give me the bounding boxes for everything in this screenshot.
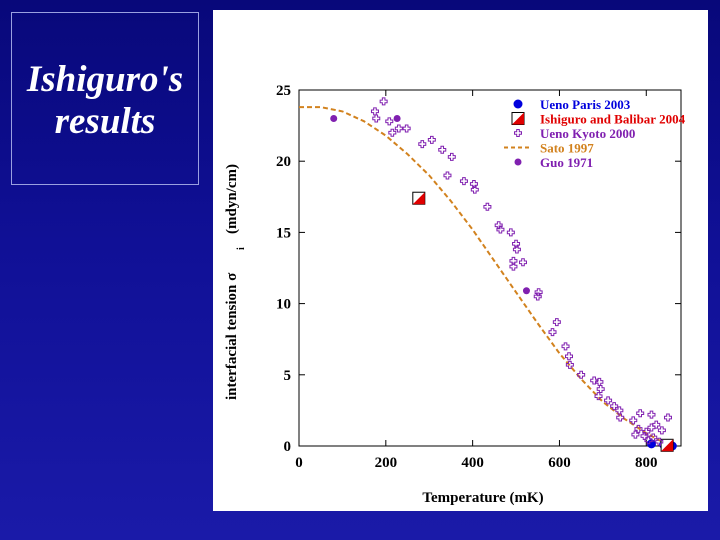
series-ishiguro-and-balibar-2004-point-fill	[661, 439, 674, 452]
series-ueno-kyoto-2000-point	[604, 396, 613, 405]
series-ueno-kyoto-2000-point	[647, 410, 656, 419]
x-tick-label: 800	[635, 455, 658, 471]
series-ueno-kyoto-2000-point	[402, 124, 411, 133]
series-ueno-kyoto-2000-point	[385, 117, 394, 126]
series-ueno-kyoto-2000-point	[469, 179, 478, 188]
series-guo-1971-point	[393, 114, 401, 122]
series-ueno-kyoto-2000-point	[594, 392, 603, 401]
chart-panel: 0 200 400 600 800 0 5 10 15 20 25 Temperature (mK)…	[213, 10, 708, 511]
series-ueno-kyoto-2000-point	[512, 245, 521, 254]
legend-label-sato-1997: Sato 1997	[540, 141, 594, 156]
series-ueno-kyoto-2000-point	[647, 423, 656, 432]
slide-title-line-1: Ishiguro's	[26, 59, 184, 100]
legend-label-guo-1971: Guo 1971	[540, 155, 593, 170]
interfacial-tension-chart: 0 200 400 600 800 0 5 10 15 20 25 Temperature (mK)…	[224, 83, 686, 506]
series-ueno-kyoto-2000-point	[372, 114, 381, 123]
x-tick-label: 400	[461, 455, 484, 471]
y-axis-label-text: interfacial tension σ	[224, 272, 240, 400]
series-ueno-paris-2003-point	[646, 439, 656, 449]
series-ueno-kyoto-2000-point	[629, 416, 638, 425]
series-ueno-kyoto-2000-point	[649, 433, 658, 442]
series-ueno-kyoto-2000-point	[577, 370, 586, 379]
series-ueno-kyoto-2000-point	[470, 185, 479, 194]
legend-marker-ishiguro-and-balibar-2004	[511, 112, 525, 125]
series-ueno-kyoto-2000-point	[512, 239, 521, 248]
series-ueno-kyoto-2000-point	[459, 177, 468, 186]
legend-label-ishiguro-and-balibar-2004: Ishiguro and Balibar 2004	[540, 112, 686, 127]
series-ishiguro-and-balibar-2004-point	[412, 191, 426, 205]
y-tick-label: 20	[276, 154, 291, 170]
y-axis-label: interfacial tension σ	[224, 272, 240, 400]
series-ueno-kyoto-2000-point	[394, 124, 403, 133]
legend-marker-ishiguro-and-balibar-2004-fill	[512, 112, 524, 125]
legend-label-ueno-kyoto-2000: Ueno Kyoto 2000	[540, 126, 635, 141]
y-axis-label-unit: (mdyn/cm)	[224, 164, 240, 234]
legend-marker-guo-1971	[514, 158, 522, 166]
series-ueno-kyoto-2000-point	[534, 288, 543, 297]
legend-marker-ueno-kyoto-2000	[514, 129, 522, 137]
series-ueno-kyoto-2000-point	[518, 258, 527, 267]
series-ueno-kyoto-2000-point	[447, 152, 456, 161]
series-ueno-kyoto-2000-point	[552, 318, 561, 327]
series-ueno-kyoto-2000-point	[506, 228, 515, 237]
series-ueno-kyoto-2000-point	[636, 409, 645, 418]
y-tick-label: 15	[276, 225, 291, 241]
series-ueno-kyoto-2000-point	[657, 426, 666, 435]
x-tick-label: 0	[295, 455, 303, 471]
series-ueno-kyoto-2000-point	[565, 352, 574, 361]
series-ueno-kyoto-2000-point	[483, 202, 492, 211]
plot-frame	[298, 89, 682, 447]
series-sato-1997-line	[299, 106, 677, 447]
series-ueno-kyoto-2000-point	[418, 140, 427, 149]
series-ueno-kyoto-2000-point	[379, 97, 388, 106]
series-ueno-kyoto-2000-point	[443, 171, 452, 180]
y-axis-label-subscript: i	[236, 247, 247, 250]
y-tick-label: 10	[276, 297, 291, 313]
series-ueno-kyoto-2000-point	[640, 432, 649, 441]
x-tick-label: 600	[548, 455, 571, 471]
y-tick-label: 5	[284, 368, 292, 384]
slide-title: Ishiguro's results	[11, 12, 199, 185]
series-ishiguro-and-balibar-2004-point	[660, 438, 674, 452]
series-ueno-kyoto-2000-point	[634, 424, 643, 433]
legend-marker-ueno-paris-2003	[513, 99, 523, 109]
series-ueno-kyoto-2000-point	[496, 225, 505, 234]
series-ueno-kyoto-2000-point	[596, 385, 605, 394]
y-tick-label: 0	[284, 439, 292, 455]
y-tick-label: 25	[276, 83, 291, 99]
series-ueno-kyoto-2000-point	[565, 360, 574, 369]
y-axis-label-group: interfacial tension σ i (mdyn/cm)	[224, 164, 247, 400]
series-ueno-kyoto-2000-point	[438, 145, 447, 154]
series-ueno-kyoto-2000-point	[631, 430, 640, 439]
series-ishiguro-and-balibar-2004-point-fill	[412, 192, 425, 205]
series-ueno-kyoto-2000-point	[548, 328, 557, 337]
series-ueno-kyoto-2000-point	[533, 292, 542, 301]
series-guo-1971-point	[330, 114, 338, 122]
series-guo-1971-point	[522, 287, 530, 295]
series-ueno-kyoto-2000-point	[509, 262, 518, 271]
x-tick-label: 200	[375, 455, 398, 471]
series-ueno-kyoto-2000-point	[655, 437, 664, 446]
legend-label-ueno-paris-2003: Ueno Paris 2003	[540, 97, 631, 112]
series-ueno-kyoto-2000-point	[370, 107, 379, 116]
series-ueno-kyoto-2000-point	[494, 221, 503, 230]
slide-title-line-2: results	[54, 101, 156, 142]
series-ueno-kyoto-2000-point	[590, 376, 599, 385]
series-ueno-kyoto-2000-point	[388, 128, 397, 137]
series-ueno-kyoto-2000-point	[652, 420, 661, 429]
series-ueno-kyoto-2000-point	[663, 413, 672, 422]
x-axis-label: Temperature (mK)	[422, 490, 543, 506]
series-ueno-kyoto-2000-point	[616, 413, 625, 422]
series-ueno-kyoto-2000-point	[561, 342, 570, 351]
series-ueno-kyoto-2000-point	[427, 135, 436, 144]
